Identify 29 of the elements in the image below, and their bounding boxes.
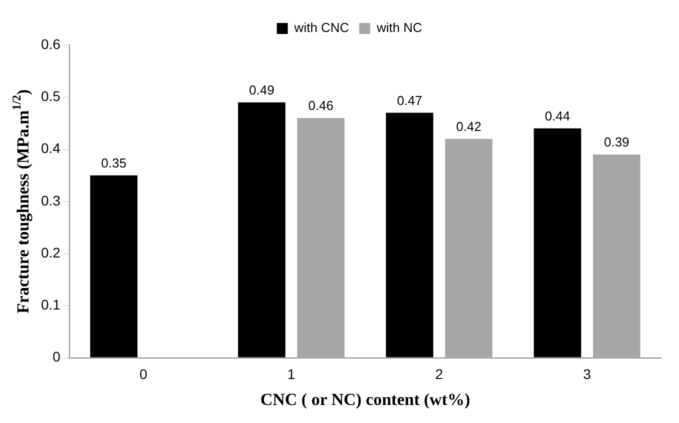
x-axis-title: CNC ( or NC) content (wt%) — [260, 390, 470, 410]
x-tick-label: 0 — [140, 366, 148, 382]
data-label: 0.42 — [456, 118, 482, 134]
y-tick-label: 0.3 — [40, 192, 61, 208]
legend-label: with CNC — [293, 20, 350, 36]
bar — [592, 154, 640, 358]
y-tick-label: 0.2 — [40, 244, 61, 260]
x-tick-label: 3 — [583, 366, 592, 382]
legend-label: with NC — [376, 20, 422, 36]
data-label: 0.35 — [101, 155, 126, 170]
y-axis-title: Fracture toughness (MPa.m1/2) — [9, 89, 32, 314]
y-tick-label: 0.6 — [40, 36, 61, 52]
data-label: 0.49 — [249, 82, 274, 98]
bar — [386, 112, 434, 358]
bar — [445, 138, 492, 358]
x-tick-label: 1 — [287, 366, 296, 382]
bar — [238, 102, 286, 358]
data-label: 0.47 — [396, 92, 422, 108]
data-label: 0.46 — [308, 98, 334, 114]
y-tick-label: 0.1 — [40, 296, 61, 313]
data-label: 0.44 — [544, 108, 570, 124]
y-tick-label: 0 — [52, 348, 61, 365]
bar — [297, 118, 345, 358]
y-tick-label: 0.4 — [40, 140, 61, 156]
y-tick-label: 0.5 — [40, 88, 61, 104]
bar — [90, 175, 138, 358]
bar — [534, 128, 582, 358]
x-tick-label: 2 — [435, 366, 444, 382]
data-label: 0.39 — [604, 134, 630, 150]
